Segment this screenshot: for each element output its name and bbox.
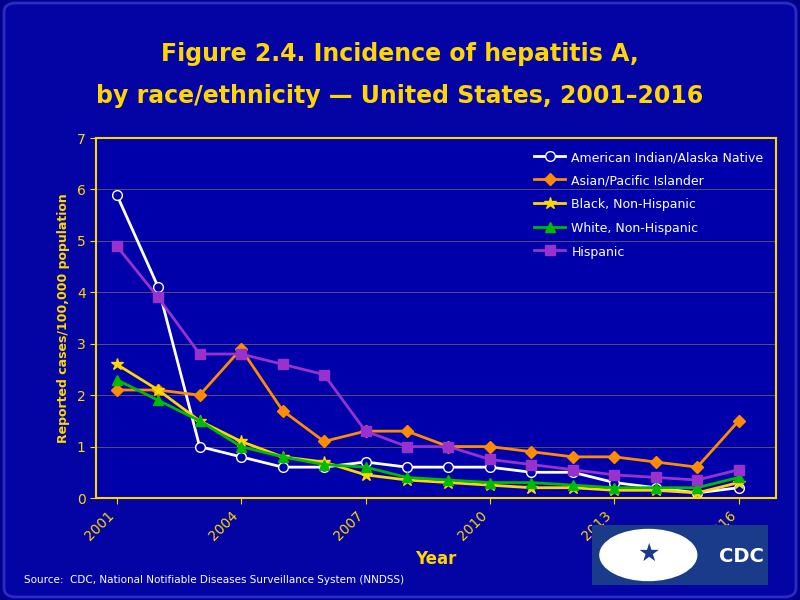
Y-axis label: Reported cases/100,000 population: Reported cases/100,000 population	[57, 193, 70, 443]
Black, Non-Hispanic	[195, 417, 205, 424]
Asian/Pacific Islander	[526, 448, 536, 455]
White, Non-Hispanic	[361, 464, 370, 471]
Asian/Pacific Islander	[693, 464, 702, 471]
American Indian/Alaska Native	[734, 484, 743, 491]
Black, Non-Hispanic	[526, 484, 536, 491]
Line: Hispanic: Hispanic	[112, 241, 743, 485]
Asian/Pacific Islander	[112, 386, 122, 394]
Asian/Pacific Islander	[734, 417, 743, 424]
Hispanic	[610, 471, 619, 478]
Line: White, Non-Hispanic: White, Non-Hispanic	[112, 375, 743, 493]
X-axis label: Year: Year	[415, 550, 457, 568]
Line: Asian/Pacific Islander: Asian/Pacific Islander	[113, 344, 743, 472]
Hispanic	[402, 443, 412, 450]
Asian/Pacific Islander	[651, 458, 661, 466]
FancyBboxPatch shape	[4, 3, 796, 597]
American Indian/Alaska Native	[319, 464, 329, 471]
American Indian/Alaska Native	[195, 443, 205, 450]
White, Non-Hispanic	[610, 484, 619, 491]
Line: Black, Non-Hispanic: Black, Non-Hispanic	[110, 358, 745, 499]
White, Non-Hispanic	[693, 484, 702, 491]
American Indian/Alaska Native	[568, 469, 578, 476]
White, Non-Hispanic	[651, 484, 661, 491]
White, Non-Hispanic	[485, 479, 494, 486]
Black, Non-Hispanic	[361, 471, 370, 478]
Hispanic	[693, 476, 702, 484]
White, Non-Hispanic	[154, 397, 163, 404]
Ellipse shape	[600, 529, 697, 581]
American Indian/Alaska Native	[112, 191, 122, 198]
American Indian/Alaska Native	[236, 453, 246, 460]
Hispanic	[651, 474, 661, 481]
Legend: American Indian/Alaska Native, Asian/Pacific Islander, Black, Non-Hispanic, Whit: American Indian/Alaska Native, Asian/Pac…	[528, 144, 770, 265]
White, Non-Hispanic	[278, 453, 287, 460]
White, Non-Hispanic	[444, 476, 454, 484]
Black, Non-Hispanic	[154, 386, 163, 394]
Asian/Pacific Islander	[568, 453, 578, 460]
American Indian/Alaska Native	[651, 484, 661, 491]
Black, Non-Hispanic	[402, 476, 412, 484]
Black, Non-Hispanic	[734, 479, 743, 486]
Asian/Pacific Islander	[278, 407, 287, 414]
Hispanic	[112, 242, 122, 250]
Text: Figure 2.4. Incidence of hepatitis A,: Figure 2.4. Incidence of hepatitis A,	[161, 42, 639, 66]
Asian/Pacific Islander	[154, 386, 163, 394]
Hispanic	[568, 466, 578, 473]
Asian/Pacific Islander	[610, 453, 619, 460]
Text: ★: ★	[637, 542, 659, 566]
White, Non-Hispanic	[112, 376, 122, 383]
Text: CDC: CDC	[718, 547, 763, 566]
Text: by race/ethnicity — United States, 2001–2016: by race/ethnicity — United States, 2001–…	[96, 84, 704, 108]
Black, Non-Hispanic	[693, 489, 702, 496]
Asian/Pacific Islander	[444, 443, 454, 450]
White, Non-Hispanic	[402, 474, 412, 481]
Hispanic	[236, 350, 246, 358]
Black, Non-Hispanic	[485, 482, 494, 489]
American Indian/Alaska Native	[278, 464, 287, 471]
Asian/Pacific Islander	[195, 392, 205, 399]
American Indian/Alaska Native	[526, 469, 536, 476]
Asian/Pacific Islander	[236, 345, 246, 352]
Asian/Pacific Islander	[361, 428, 370, 435]
Line: American Indian/Alaska Native: American Indian/Alaska Native	[112, 190, 743, 498]
American Indian/Alaska Native	[485, 464, 494, 471]
Black, Non-Hispanic	[651, 487, 661, 494]
Hispanic	[526, 461, 536, 468]
FancyBboxPatch shape	[583, 522, 777, 588]
Black, Non-Hispanic	[112, 361, 122, 368]
Asian/Pacific Islander	[402, 428, 412, 435]
Text: Source:  CDC, National Notifiable Diseases Surveillance System (NNDSS): Source: CDC, National Notifiable Disease…	[24, 575, 404, 585]
American Indian/Alaska Native	[402, 464, 412, 471]
Black, Non-Hispanic	[444, 479, 454, 486]
Hispanic	[485, 456, 494, 463]
White, Non-Hispanic	[236, 443, 246, 450]
Hispanic	[154, 294, 163, 301]
White, Non-Hispanic	[526, 479, 536, 486]
American Indian/Alaska Native	[361, 458, 370, 466]
American Indian/Alaska Native	[693, 489, 702, 496]
Black, Non-Hispanic	[568, 484, 578, 491]
Hispanic	[195, 350, 205, 358]
White, Non-Hispanic	[319, 461, 329, 468]
Black, Non-Hispanic	[278, 453, 287, 460]
White, Non-Hispanic	[568, 482, 578, 489]
Asian/Pacific Islander	[485, 443, 494, 450]
White, Non-Hispanic	[195, 417, 205, 424]
White, Non-Hispanic	[734, 474, 743, 481]
Hispanic	[444, 443, 454, 450]
Hispanic	[278, 361, 287, 368]
American Indian/Alaska Native	[610, 479, 619, 486]
Asian/Pacific Islander	[319, 438, 329, 445]
Hispanic	[361, 428, 370, 435]
Black, Non-Hispanic	[610, 487, 619, 494]
American Indian/Alaska Native	[154, 284, 163, 291]
Black, Non-Hispanic	[319, 458, 329, 466]
Hispanic	[734, 466, 743, 473]
Black, Non-Hispanic	[236, 438, 246, 445]
Hispanic	[319, 371, 329, 378]
American Indian/Alaska Native	[444, 464, 454, 471]
